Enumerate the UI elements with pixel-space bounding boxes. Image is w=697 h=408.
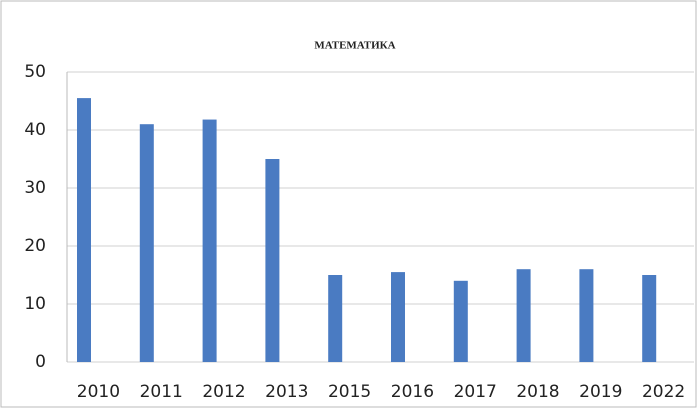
bar [642, 275, 657, 362]
bar [391, 272, 405, 362]
bar [202, 119, 217, 362]
bar [453, 280, 468, 362]
bar [516, 269, 531, 362]
bar [139, 124, 154, 362]
y-tick-label: 50 [24, 62, 46, 82]
x-tick-label: 2018 [516, 382, 559, 402]
y-tick-label: 20 [24, 236, 46, 256]
y-tick-label: 0 [35, 352, 46, 372]
bar [77, 98, 91, 362]
x-tick-label: 2017 [454, 382, 497, 402]
y-tick-label: 40 [24, 120, 46, 140]
x-tick-label: 2022 [642, 382, 685, 402]
x-tick-label: 2015 [328, 382, 371, 402]
x-tick-label: 2011 [140, 382, 183, 402]
bar [265, 159, 280, 362]
x-tick-label: 2012 [202, 382, 245, 402]
y-tick-label: 30 [24, 178, 46, 198]
x-tick-label: 2013 [265, 382, 308, 402]
bar [328, 275, 343, 362]
x-tick-label: 2010 [77, 382, 120, 402]
x-tick-label: 2019 [579, 382, 622, 402]
x-tick-label: 2016 [391, 382, 434, 402]
chart-title: МАТЕМАТИКА [314, 40, 395, 52]
y-tick-label: 10 [24, 294, 46, 314]
bar [579, 269, 594, 362]
